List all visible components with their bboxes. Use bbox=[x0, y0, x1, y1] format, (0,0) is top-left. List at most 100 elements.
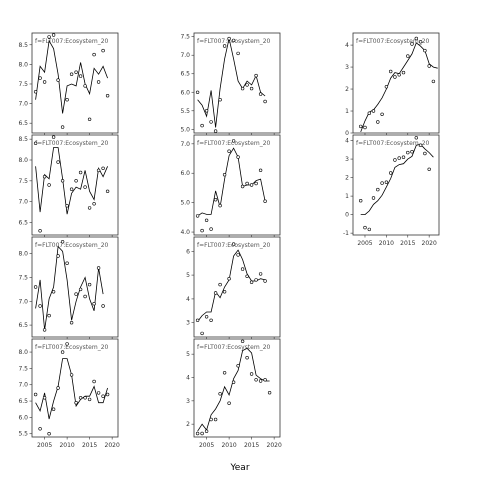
data-point bbox=[384, 180, 389, 184]
data-point bbox=[78, 74, 83, 78]
data-point bbox=[69, 373, 74, 377]
y-tick-label: 0 bbox=[345, 130, 349, 137]
data-point bbox=[423, 48, 427, 53]
data-point bbox=[209, 227, 213, 231]
data-point bbox=[195, 90, 200, 95]
y-tick-label: 4 bbox=[345, 138, 349, 145]
data-point bbox=[414, 36, 418, 41]
data-point bbox=[249, 372, 254, 376]
data-point bbox=[69, 321, 74, 325]
data-point bbox=[218, 282, 222, 287]
data-point bbox=[209, 318, 213, 322]
data-point bbox=[65, 261, 69, 265]
fitted-line bbox=[197, 147, 266, 217]
data-point bbox=[359, 199, 363, 203]
y-tick-label: 4.0 bbox=[180, 229, 190, 236]
data-point bbox=[249, 280, 254, 284]
x-tick-label: 2015 bbox=[82, 442, 97, 449]
y-tick-label: 7.5 bbox=[18, 81, 28, 88]
y-tick-label: 6.0 bbox=[180, 89, 190, 96]
data-point bbox=[87, 282, 92, 287]
panel-frame bbox=[31, 134, 119, 236]
data-point bbox=[431, 79, 436, 84]
data-point bbox=[367, 227, 371, 232]
data-point bbox=[263, 99, 267, 104]
data-point bbox=[38, 229, 42, 233]
data-point bbox=[414, 136, 418, 140]
data-point bbox=[254, 181, 258, 186]
data-point bbox=[406, 150, 410, 155]
data-point bbox=[78, 287, 83, 292]
data-point bbox=[213, 417, 218, 422]
data-point bbox=[240, 267, 245, 271]
y-tick-label: 7.0 bbox=[18, 199, 28, 206]
data-point bbox=[376, 187, 380, 192]
data-point bbox=[65, 342, 69, 346]
y-tick-label: 7.0 bbox=[18, 382, 28, 389]
data-point bbox=[33, 90, 38, 94]
x-tick-label: 2005 bbox=[199, 442, 214, 449]
data-point bbox=[33, 392, 38, 397]
data-point bbox=[406, 54, 410, 58]
data-point bbox=[74, 70, 78, 74]
data-point bbox=[42, 175, 47, 179]
y-tick-label: 3 bbox=[186, 320, 190, 327]
panel-3: f=FLT007:Ecosystem_20 0 1 2 3 4 bbox=[345, 32, 440, 137]
y-tick-label: 2 bbox=[345, 86, 349, 93]
data-point bbox=[376, 120, 380, 124]
data-point bbox=[367, 111, 371, 115]
facet-label: f=FLT007:Ecosystem_20 bbox=[35, 344, 109, 351]
data-point bbox=[56, 254, 60, 258]
data-point bbox=[222, 44, 227, 48]
data-point bbox=[92, 52, 96, 57]
facet-label: f=FLT007:Ecosystem_20 bbox=[35, 38, 109, 45]
facet-label: f=FLT007:Ecosystem_20 bbox=[35, 242, 109, 249]
data-point bbox=[258, 379, 263, 383]
data-point bbox=[258, 168, 263, 173]
data-point bbox=[200, 123, 204, 128]
data-point bbox=[47, 183, 51, 187]
data-point bbox=[218, 203, 222, 208]
data-point bbox=[236, 253, 240, 257]
data-point bbox=[56, 386, 60, 390]
data-point bbox=[397, 156, 401, 160]
data-point bbox=[359, 124, 363, 129]
data-point bbox=[427, 167, 431, 172]
panel-5: f=FLT007:Ecosystem_20 4.0 5.0 6.0 7.0 bbox=[180, 134, 281, 238]
data-point bbox=[51, 407, 56, 411]
y-tick-label: 6.0 bbox=[180, 170, 190, 177]
data-point bbox=[195, 214, 200, 218]
data-point bbox=[195, 318, 200, 322]
data-point bbox=[240, 339, 245, 343]
data-point bbox=[389, 69, 393, 74]
data-point bbox=[263, 199, 267, 203]
data-point bbox=[393, 158, 397, 162]
y-tick-label: 2 bbox=[186, 421, 190, 428]
data-point bbox=[74, 179, 78, 183]
data-point bbox=[33, 141, 38, 146]
data-point bbox=[236, 51, 240, 56]
data-point bbox=[423, 151, 427, 156]
y-tick-label: 5.0 bbox=[180, 200, 190, 207]
data-point bbox=[254, 73, 258, 78]
data-point bbox=[195, 431, 200, 436]
data-point bbox=[249, 86, 254, 91]
facet-label: f=FLT007:Ecosystem_20 bbox=[35, 140, 109, 147]
fitted-line bbox=[35, 245, 104, 330]
chart-panels: f=FLT007:Ecosystem_206.57.07.58.08.5f=FL… bbox=[18, 32, 440, 449]
data-point bbox=[204, 218, 209, 223]
y-tick-label: 6.5 bbox=[18, 322, 28, 329]
data-point bbox=[371, 109, 376, 113]
data-point bbox=[249, 183, 254, 187]
y-tick-label: 3 bbox=[345, 156, 349, 163]
data-point bbox=[410, 150, 414, 154]
y-tick-label: 6.5 bbox=[18, 398, 28, 405]
y-tick-label: -1 bbox=[343, 230, 349, 237]
y-tick-label: 5.5 bbox=[180, 108, 190, 115]
y-tick-label: 4 bbox=[186, 375, 190, 382]
fitted-line bbox=[35, 39, 108, 114]
data-point bbox=[92, 302, 96, 306]
panel-frame bbox=[352, 32, 440, 134]
y-tick-label: 7.5 bbox=[18, 178, 28, 185]
data-point bbox=[204, 429, 209, 433]
